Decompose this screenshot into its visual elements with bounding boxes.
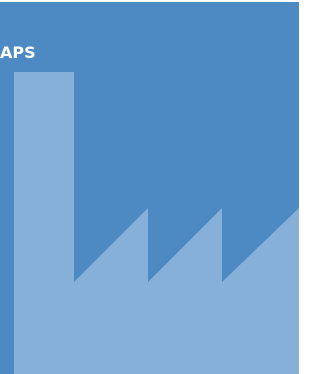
top-edge — [0, 0, 299, 2]
label: APS — [0, 43, 36, 62]
page: APS (() => { const data = JSON.parse(doc… — [0, 0, 299, 374]
factory-illustration: APS — [0, 0, 299, 374]
